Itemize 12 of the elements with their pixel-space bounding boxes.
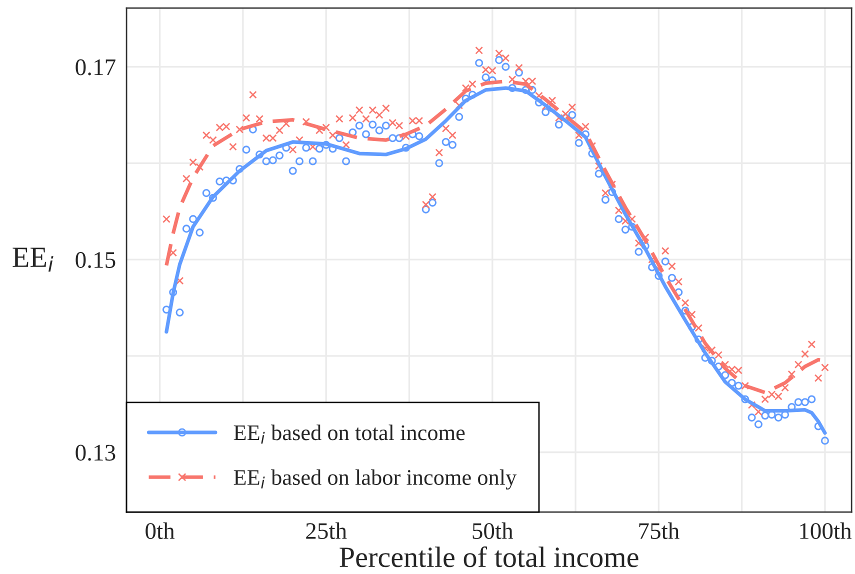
y-tick-label: 0.13	[76, 444, 116, 461]
legend-label: EE$_{i}$ based on labor income only	[234, 469, 517, 490]
x-tick-label: 25th	[306, 522, 347, 540]
y-tick-label: 0.17	[76, 59, 116, 76]
x-tick-label: 100th	[800, 522, 852, 540]
x-tick-label: 0th	[146, 522, 175, 540]
legend-label: EE$_{i}$ based on total income	[234, 424, 465, 444]
y-axis-title: EE$_{i}$	[12, 248, 54, 272]
x-tick-label: 50th	[472, 522, 514, 540]
x-tick-label: 75th	[639, 522, 680, 540]
x-axis-title: Percentile of total income	[340, 546, 638, 568]
y-tick-label: 0.15	[76, 252, 116, 268]
